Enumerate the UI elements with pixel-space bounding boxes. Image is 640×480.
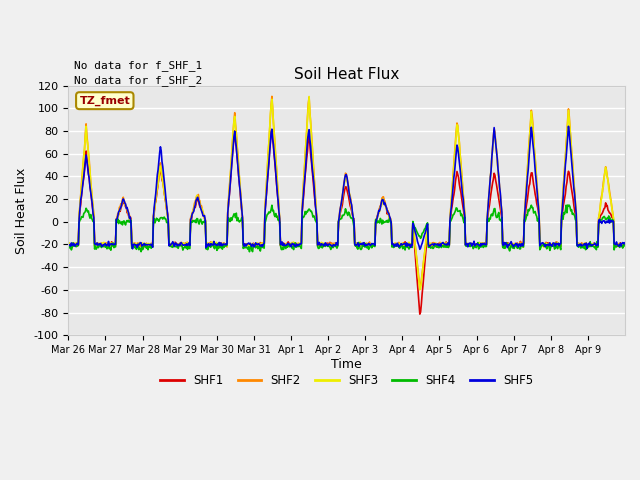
SHF2	[416, 284, 424, 290]
SHF2	[65, 240, 72, 246]
SHF5	[218, 242, 225, 248]
SHF2	[74, 242, 82, 248]
SHF3	[416, 287, 424, 293]
SHF3	[218, 242, 225, 248]
SHF1	[621, 242, 629, 248]
SHF1	[218, 240, 225, 246]
SHF5	[74, 242, 82, 248]
SHF3	[65, 243, 72, 249]
SHF5	[564, 123, 572, 129]
Line: SHF3: SHF3	[68, 96, 625, 290]
SHF3	[305, 94, 313, 99]
SHF1	[188, 211, 196, 216]
SHF1	[432, 244, 440, 250]
SHF5	[65, 243, 72, 249]
SHF4	[431, 243, 439, 249]
SHF5	[132, 242, 140, 248]
SHF3	[132, 240, 140, 246]
SHF4	[132, 244, 140, 250]
SHF3	[74, 242, 82, 248]
SHF2	[268, 94, 276, 99]
Y-axis label: Soil Heat Flux: Soil Heat Flux	[15, 168, 28, 253]
SHF2	[432, 242, 440, 248]
SHF2	[218, 241, 225, 247]
SHF1	[74, 240, 82, 246]
Text: No data for f_SHF_2: No data for f_SHF_2	[74, 75, 202, 86]
SHF5	[621, 241, 629, 247]
SHF1	[268, 127, 276, 132]
Line: SHF1: SHF1	[68, 130, 625, 314]
SHF5	[416, 246, 424, 252]
Line: SHF4: SHF4	[68, 205, 625, 252]
SHF1	[65, 240, 72, 246]
SHF3	[621, 241, 629, 247]
SHF1	[416, 311, 424, 317]
SHF4	[564, 202, 572, 208]
X-axis label: Time: Time	[332, 358, 362, 371]
SHF4	[415, 233, 423, 239]
SHF4	[65, 245, 72, 251]
SHF4	[74, 242, 82, 248]
SHF3	[432, 240, 440, 246]
SHF3	[415, 279, 423, 285]
SHF1	[415, 301, 423, 307]
SHF4	[188, 219, 196, 225]
SHF2	[415, 277, 423, 283]
SHF4	[246, 249, 253, 254]
SHF5	[415, 241, 422, 247]
SHF2	[621, 240, 629, 246]
Line: SHF5: SHF5	[68, 126, 625, 249]
Title: Soil Heat Flux: Soil Heat Flux	[294, 67, 399, 82]
SHF3	[188, 212, 196, 218]
SHF5	[431, 241, 439, 247]
Text: No data for f_SHF_1: No data for f_SHF_1	[74, 60, 202, 72]
Legend: SHF1, SHF2, SHF3, SHF4, SHF5: SHF1, SHF2, SHF3, SHF4, SHF5	[156, 370, 538, 392]
SHF4	[218, 244, 225, 250]
SHF2	[188, 210, 196, 216]
Text: TZ_fmet: TZ_fmet	[79, 96, 130, 106]
SHF5	[188, 211, 196, 217]
SHF2	[132, 240, 140, 246]
SHF4	[621, 243, 629, 249]
Line: SHF2: SHF2	[68, 96, 625, 287]
SHF1	[132, 241, 140, 247]
